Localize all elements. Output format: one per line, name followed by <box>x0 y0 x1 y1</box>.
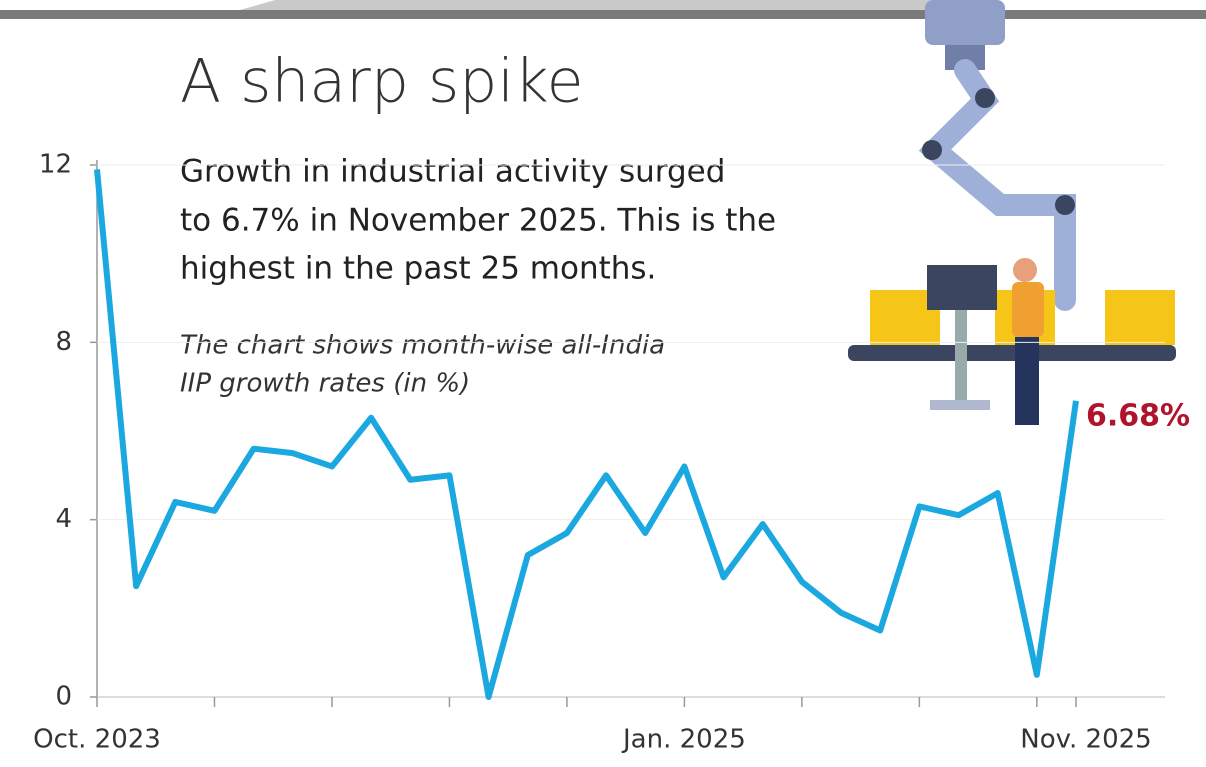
value-label: 6.68% <box>1086 398 1190 433</box>
chart-title: A sharp spike <box>180 47 584 117</box>
x-tick-label: Nov. 2025 <box>1020 725 1151 755</box>
subtitle-line: to 6.7% in November 2025. This is the <box>180 203 776 239</box>
y-tick-label: 4 <box>55 504 72 534</box>
note-line: IIP growth rates (in %) <box>180 369 470 399</box>
subtitle-line: Growth in industrial activity surged <box>180 154 725 190</box>
x-tick-label: Jan. 2025 <box>621 725 746 755</box>
top-rule <box>0 10 1206 19</box>
x-tick-label: Oct. 2023 <box>33 725 161 755</box>
y-tick-label: 0 <box>55 682 72 712</box>
illustration <box>848 0 1176 425</box>
top-tab <box>240 0 970 10</box>
line <box>94 169 1079 700</box>
subtitle-line: highest in the past 25 months. <box>180 251 656 287</box>
y-tick-label: 8 <box>55 327 72 357</box>
y-tick-label: 12 <box>39 150 72 180</box>
note-line: The chart shows month-wise all-India <box>180 331 665 361</box>
